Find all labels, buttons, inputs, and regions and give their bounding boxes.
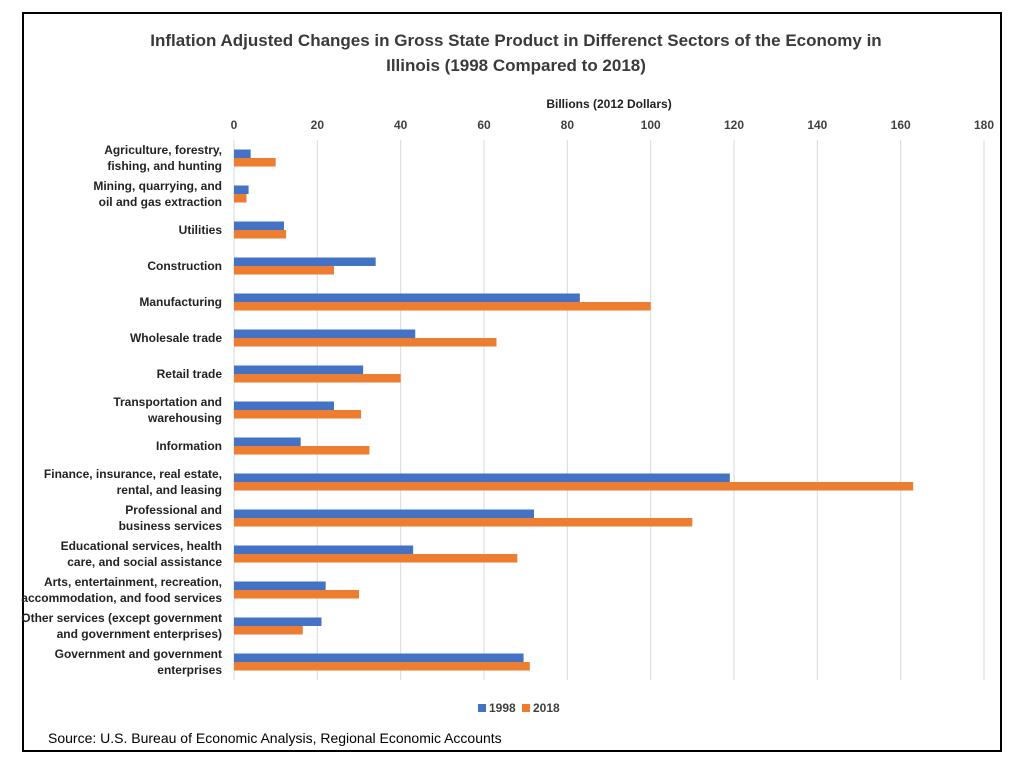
category-label: Government and government bbox=[55, 647, 222, 661]
x-tick-label: 140 bbox=[807, 118, 827, 132]
bar-1998 bbox=[234, 545, 414, 554]
bar-1998 bbox=[234, 581, 326, 590]
chart-title: Inflation Adjusted Changes in Gross Stat… bbox=[150, 31, 881, 75]
category-label: Transportation and bbox=[113, 395, 222, 409]
category-label: Construction bbox=[147, 259, 222, 273]
category-label: Arts, entertainment, recreation, bbox=[44, 575, 222, 589]
bar-1998 bbox=[234, 401, 334, 410]
x-tick-label: 40 bbox=[394, 118, 408, 132]
category-label: Finance, insurance, real estate, bbox=[44, 467, 222, 481]
bar-2018 bbox=[234, 662, 530, 671]
category-label: Retail trade bbox=[157, 367, 223, 381]
bar-2018 bbox=[234, 482, 914, 491]
category-label: Educational services, health bbox=[61, 539, 222, 553]
legend-label: 2018 bbox=[533, 701, 560, 715]
category-label: accommodation, and food services bbox=[21, 591, 222, 605]
legend-swatch bbox=[478, 704, 486, 712]
bar-1998 bbox=[234, 221, 284, 230]
source-note: Source: U.S. Bureau of Economic Analysis… bbox=[48, 730, 502, 746]
category-label: oil and gas extraction bbox=[99, 195, 222, 209]
category-label: Utilities bbox=[179, 223, 223, 237]
bar-2018 bbox=[234, 554, 518, 563]
bar-2018 bbox=[234, 158, 276, 167]
bar-2018 bbox=[234, 266, 334, 275]
category-label: rental, and leasing bbox=[117, 483, 222, 497]
x-tick-label: 20 bbox=[311, 118, 325, 132]
legend: 1998 2018 bbox=[478, 701, 560, 715]
bar-2018 bbox=[234, 302, 651, 311]
bar-2018 bbox=[234, 194, 247, 203]
bar-2018 bbox=[234, 590, 359, 599]
category-label: warehousing bbox=[147, 411, 222, 425]
chart-frame bbox=[22, 12, 1002, 752]
x-tick-label: 60 bbox=[477, 118, 491, 132]
bar-2018 bbox=[234, 338, 497, 347]
x-tick-label: 160 bbox=[891, 118, 911, 132]
category-label: and government enterprises) bbox=[57, 627, 222, 641]
bar-2018 bbox=[234, 446, 370, 455]
bar-2018 bbox=[234, 518, 693, 527]
chart-title-line: Inflation Adjusted Changes in Gross Stat… bbox=[150, 31, 881, 50]
x-tick-label: 120 bbox=[724, 118, 744, 132]
bar-1998 bbox=[234, 509, 534, 518]
bar-2018 bbox=[234, 374, 401, 383]
bar-2018 bbox=[234, 410, 362, 419]
bar-1998 bbox=[234, 437, 301, 446]
x-tick-label: 180 bbox=[974, 118, 994, 132]
x-tick-label: 100 bbox=[641, 118, 661, 132]
category-label: Information bbox=[156, 439, 222, 453]
bar-1998 bbox=[234, 149, 251, 158]
category-label: Manufacturing bbox=[139, 295, 222, 309]
x-axis-label: Billions (2012 Dollars) bbox=[546, 97, 671, 111]
category-label: Professional and bbox=[125, 503, 222, 517]
category-label: Other services (except government bbox=[21, 611, 222, 625]
bar-1998 bbox=[234, 293, 580, 302]
bar-1998 bbox=[234, 617, 322, 626]
legend-label: 1998 bbox=[489, 701, 516, 715]
bar-1998 bbox=[234, 185, 249, 194]
category-label: Agriculture, forestry, bbox=[104, 143, 222, 157]
category-label: fishing, and hunting bbox=[107, 159, 222, 173]
chart: Inflation Adjusted Changes in Gross Stat… bbox=[21, 31, 995, 715]
category-label: business services bbox=[119, 519, 223, 533]
legend-swatch bbox=[522, 704, 530, 712]
category-label: enterprises bbox=[157, 663, 222, 677]
category-label: care, and social assistance bbox=[67, 555, 222, 569]
x-tick-label: 0 bbox=[231, 118, 238, 132]
bar-1998 bbox=[234, 653, 524, 662]
bar-2018 bbox=[234, 230, 287, 239]
bar-1998 bbox=[234, 473, 730, 482]
category-labels: Agriculture, forestry, fishing, and hunti… bbox=[21, 143, 222, 677]
x-tick-label: 80 bbox=[561, 118, 575, 132]
chart-title-line: Illinois (1998 Compared to 2018) bbox=[386, 56, 646, 75]
x-tick-labels: 0 20 40 60 80 100 120 140 160 180 bbox=[231, 118, 995, 132]
bars bbox=[234, 149, 914, 671]
category-label: Wholesale trade bbox=[130, 331, 222, 345]
bar-2018 bbox=[234, 626, 303, 635]
category-label: Mining, quarrying, and bbox=[93, 179, 222, 193]
bar-1998 bbox=[234, 365, 364, 374]
bar-1998 bbox=[234, 329, 416, 338]
bar-1998 bbox=[234, 257, 376, 266]
